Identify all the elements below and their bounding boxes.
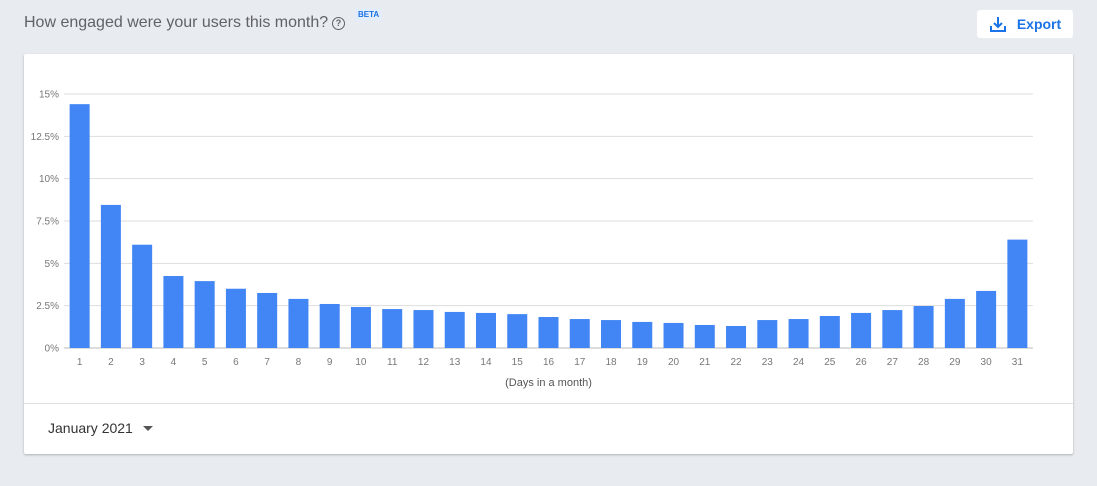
bar — [882, 310, 903, 348]
bar — [444, 311, 465, 348]
bar — [757, 320, 778, 348]
bar — [819, 315, 840, 348]
x-tick-label: 15 — [512, 357, 524, 368]
page-title: How engaged were your users this month? — [24, 14, 329, 31]
bar — [601, 320, 622, 348]
x-tick-label: 17 — [574, 357, 586, 368]
bar — [726, 325, 747, 348]
x-tick-label: 20 — [668, 357, 680, 368]
bar — [350, 307, 371, 348]
download-icon — [989, 17, 1006, 32]
bar — [288, 298, 309, 348]
bar — [319, 303, 340, 348]
bar — [976, 290, 997, 348]
bar — [788, 319, 809, 348]
x-tick-label: 23 — [762, 357, 774, 368]
bar — [382, 309, 403, 348]
x-tick-label: 24 — [793, 357, 805, 368]
x-tick-label: 7 — [264, 357, 270, 368]
x-tick-label: 12 — [418, 357, 430, 368]
divider — [24, 403, 1073, 404]
y-tick-label: 0% — [45, 344, 60, 355]
beta-badge: BETA — [355, 8, 383, 21]
x-tick-label: 29 — [949, 357, 961, 368]
bar — [507, 314, 528, 348]
bar — [132, 244, 153, 348]
month-select[interactable]: January 2021 — [48, 420, 153, 436]
bar — [257, 292, 278, 348]
x-tick-label: 13 — [449, 357, 461, 368]
x-tick-label: 28 — [918, 357, 930, 368]
x-tick-label: 10 — [355, 357, 367, 368]
bar — [163, 276, 184, 348]
bar — [663, 322, 684, 348]
x-tick-label: 25 — [824, 357, 836, 368]
x-tick-label: 9 — [327, 357, 333, 368]
x-tick-label: 27 — [887, 357, 899, 368]
x-tick-label: 11 — [387, 357, 398, 368]
x-tick-label: 19 — [637, 357, 649, 368]
bar — [475, 312, 496, 348]
bar — [913, 306, 934, 348]
x-tick-label: 21 — [699, 357, 711, 368]
x-axis-label: (Days in a month) — [505, 377, 592, 389]
bar — [538, 317, 559, 348]
x-tick-label: 31 — [1012, 357, 1024, 368]
bar-chart: 0%2.5%5%7.5%10%12.5%15%1 2 3 4 5 6 7 8 9 10 11 12 13… — [31, 90, 1033, 389]
y-tick-label: 15% — [39, 90, 59, 101]
bar — [413, 310, 434, 348]
x-tick-label: 3 — [139, 357, 145, 368]
y-tick-label: 10% — [39, 174, 59, 185]
bar — [694, 324, 715, 348]
x-tick-label: 4 — [171, 357, 177, 368]
bar — [225, 288, 246, 348]
x-tick-label: 14 — [480, 357, 492, 368]
y-tick-label: 5% — [45, 259, 60, 270]
export-button[interactable]: Export — [977, 10, 1073, 38]
x-tick-label: 1 — [77, 357, 83, 368]
x-tick-label: 26 — [856, 357, 868, 368]
chart-card: 0% 2.5% 5% 7.5% 10% 12.5% 15% 1 2 3 4 5 6 7 8 9 10 11 12 13… — [24, 54, 1073, 454]
bar — [69, 104, 90, 348]
y-tick-label: 12.5% — [31, 132, 59, 143]
bar — [851, 312, 872, 348]
bar — [1007, 239, 1028, 348]
chevron-down-icon — [142, 425, 153, 431]
y-tick-label: 2.5% — [36, 301, 59, 312]
x-tick-label: 16 — [543, 357, 555, 368]
x-tick-label: 5 — [202, 357, 208, 368]
help-icon[interactable]: ? — [332, 17, 345, 30]
x-tick-label: 8 — [296, 357, 302, 368]
month-label: January 2021 — [48, 420, 133, 436]
bar — [100, 204, 121, 348]
bar — [569, 319, 590, 348]
bar — [194, 281, 215, 348]
x-tick-label: 2 — [108, 357, 114, 368]
bar — [632, 321, 653, 348]
export-label: Export — [1016, 16, 1062, 32]
x-tick-label: 22 — [730, 357, 742, 368]
bar — [944, 298, 965, 348]
x-tick-label: 18 — [605, 357, 617, 368]
y-tick-label: 7.5% — [36, 217, 59, 228]
x-tick-label: 6 — [233, 357, 239, 368]
x-tick-label: 30 — [981, 357, 993, 368]
